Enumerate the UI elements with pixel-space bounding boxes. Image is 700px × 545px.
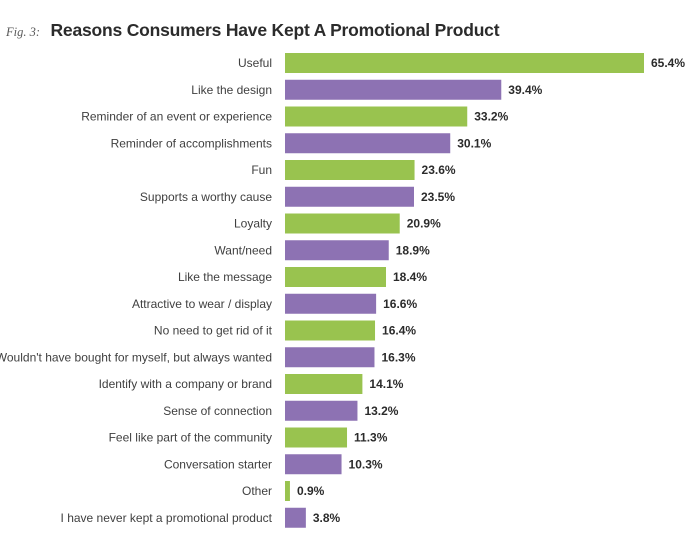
value-label: 0.9% bbox=[297, 484, 325, 498]
bar-row: Sense of connection 13.2% bbox=[163, 400, 399, 421]
value-label: 18.4% bbox=[393, 270, 427, 284]
category-label: Conversation starter bbox=[164, 457, 272, 471]
bar bbox=[285, 53, 644, 73]
category-label: I have never kept a promotional product bbox=[61, 511, 273, 525]
category-label: No need to get rid of it bbox=[154, 324, 273, 338]
category-label: Want/need bbox=[214, 243, 272, 257]
category-label: Attractive to wear / display bbox=[132, 297, 272, 311]
bar-row: Reminder of an event or experience 33.2% bbox=[81, 106, 509, 127]
bar-row: Other 0.9% bbox=[242, 481, 325, 501]
bar-row: Supports a worthy cause 23.5% bbox=[140, 186, 455, 207]
category-label: Supports a worthy cause bbox=[140, 190, 272, 204]
bar bbox=[285, 374, 363, 394]
category-label: Like the design bbox=[191, 83, 272, 97]
category-label: Other bbox=[242, 484, 272, 498]
category-label: Sense of connection bbox=[163, 404, 272, 418]
bar-row: Like the design 39.4% bbox=[191, 79, 543, 100]
value-label: 14.1% bbox=[369, 377, 403, 391]
category-label: Loyalty bbox=[234, 217, 272, 231]
category-label: Useful bbox=[238, 56, 272, 70]
bar bbox=[285, 186, 414, 207]
bar bbox=[285, 347, 375, 368]
bar bbox=[285, 160, 415, 180]
value-label: 39.4% bbox=[508, 83, 542, 97]
bar-row: Wouldn't have bought for myself, but alw… bbox=[0, 347, 416, 368]
bar bbox=[285, 507, 306, 528]
value-label: 16.6% bbox=[383, 297, 417, 311]
bar-row: Feel like part of the community 11.3% bbox=[109, 427, 388, 448]
category-label: Feel like part of the community bbox=[109, 431, 272, 445]
value-label: 16.3% bbox=[381, 350, 415, 364]
bar-row: I have never kept a promotional product 3… bbox=[61, 507, 341, 528]
category-label: Identify with a company or brand bbox=[99, 377, 272, 391]
category-label: Like the message bbox=[178, 270, 272, 284]
value-label: 23.5% bbox=[421, 190, 455, 204]
value-label: 33.2% bbox=[474, 110, 508, 124]
bar-row: No need to get rid of it 16.4% bbox=[154, 320, 416, 341]
bar-row: Fun 23.6% bbox=[251, 160, 456, 180]
bar bbox=[285, 400, 358, 421]
value-label: 18.9% bbox=[396, 243, 430, 257]
category-label: Reminder of an event or experience bbox=[81, 110, 272, 124]
bar bbox=[285, 427, 348, 448]
bar bbox=[285, 133, 451, 154]
category-label: Reminder of accomplishments bbox=[111, 136, 272, 150]
bar bbox=[285, 213, 400, 234]
bar bbox=[285, 79, 502, 100]
bar bbox=[285, 240, 389, 261]
bar-row: Reminder of accomplishments 30.1% bbox=[111, 133, 492, 154]
bar-row: Like the message 18.4% bbox=[178, 267, 427, 287]
bar bbox=[285, 320, 376, 341]
category-label: Wouldn't have bought for myself, but alw… bbox=[0, 350, 272, 364]
figure-label: Fig. 3: bbox=[6, 25, 41, 39]
bar bbox=[285, 293, 377, 314]
value-label: 30.1% bbox=[457, 136, 491, 150]
bar bbox=[285, 267, 387, 287]
category-label: Fun bbox=[251, 163, 272, 177]
value-label: 16.4% bbox=[382, 324, 416, 338]
value-label: 10.3% bbox=[349, 457, 383, 471]
bar bbox=[285, 106, 468, 127]
bar-row: Useful 65.4% bbox=[238, 53, 685, 73]
bar-row: Conversation starter 10.3% bbox=[164, 454, 383, 475]
value-label: 13.2% bbox=[364, 404, 398, 418]
bar bbox=[285, 481, 290, 501]
value-label: 11.3% bbox=[354, 431, 388, 445]
chart-header: Fig. 3: Reasons Consumers Have Kept A Pr… bbox=[6, 20, 500, 41]
value-label: 3.8% bbox=[313, 511, 341, 525]
bar bbox=[285, 454, 342, 475]
value-label: 20.9% bbox=[407, 217, 441, 231]
bar-row: Attractive to wear / display 16.6% bbox=[132, 293, 417, 314]
value-label: 23.6% bbox=[422, 163, 456, 177]
chart-title: Reasons Consumers Have Kept A Promotiona… bbox=[50, 20, 500, 40]
bar-row: Want/need 18.9% bbox=[214, 240, 430, 261]
bar-row: Identify with a company or brand 14.1% bbox=[99, 374, 404, 394]
bar-row: Loyalty 20.9% bbox=[234, 213, 441, 234]
value-label: 65.4% bbox=[651, 56, 685, 70]
